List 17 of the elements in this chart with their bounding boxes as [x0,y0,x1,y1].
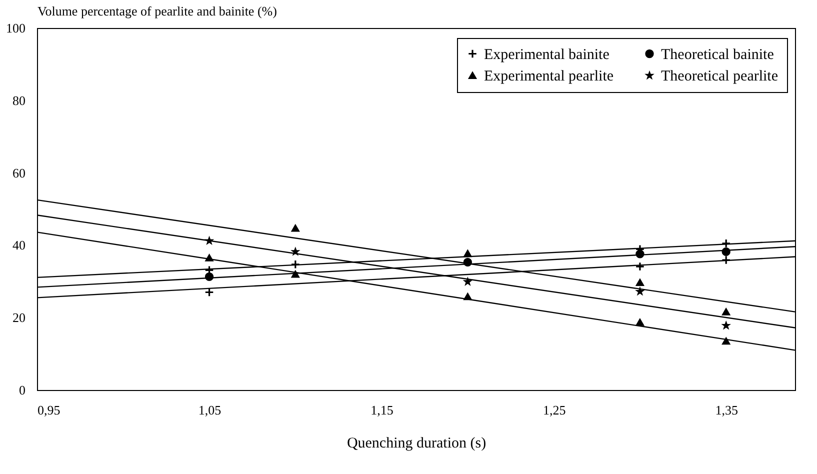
y-tick-label: 40 [12,238,26,253]
legend-label: Experimental pearlite [484,68,614,84]
y-tick-label: 20 [12,310,26,326]
x-tick-label: 1,15 [370,402,394,418]
x-tick-label: 1,35 [715,402,738,418]
y-axis-title: Volume percentage of pearlite and bainite (%) [38,4,277,18]
x-tick-label: 0,95 [38,402,60,418]
y-tick-label: 60 [12,165,26,180]
x-tick-label: 1,05 [198,402,222,418]
y-tick-label: 80 [12,92,26,108]
x-tick-label: 1,25 [542,402,566,418]
y-tick-label: 100 [6,20,26,36]
legend-label: Theoretical bainite [661,46,774,63]
legend-label: Experimental bainite [484,46,610,63]
legend-label: Theoretical pearlite [661,68,778,84]
x-axis-title: Quenching duration (s) [346,436,486,452]
y-tick-label: 0 [19,382,26,398]
